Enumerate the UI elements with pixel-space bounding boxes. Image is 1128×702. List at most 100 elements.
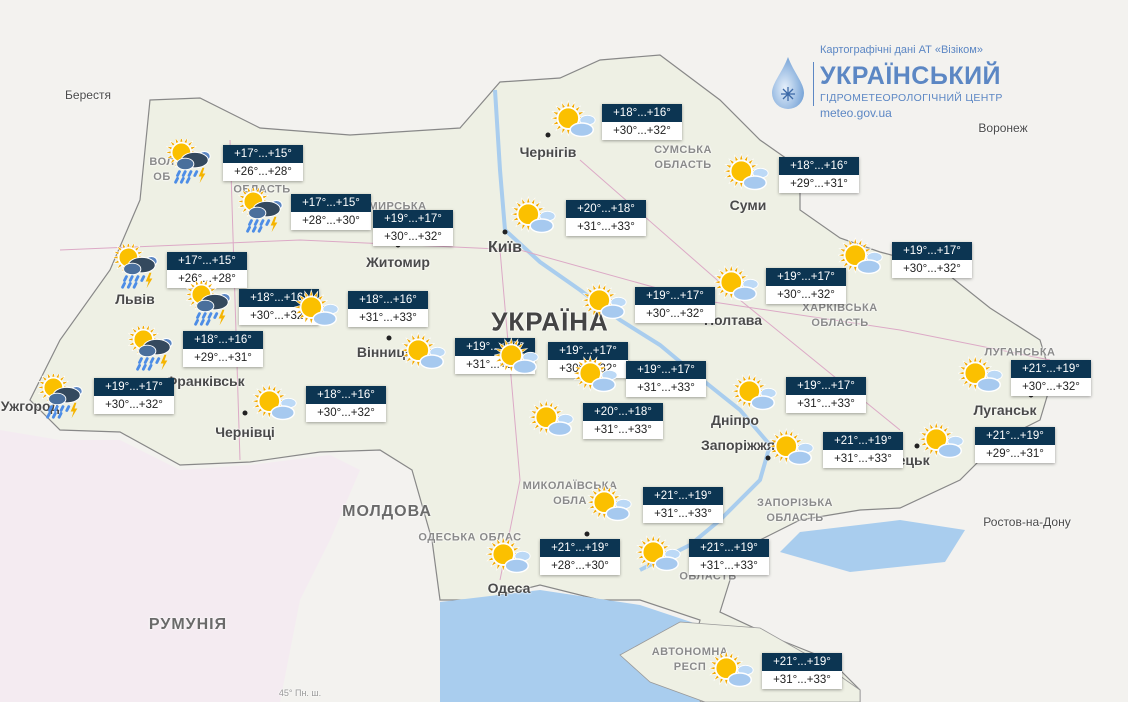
ukrhydromet-logo[interactable]: Картографічні дані АТ «Візіком» УКРАЇНСЬ… [768, 40, 1008, 130]
forecast-label[interactable]: +19°...+17°+30°...+32° [94, 378, 174, 414]
day-temperature: +30°...+32° [1011, 378, 1091, 396]
partly-cloudy-sun-icon[interactable] [917, 420, 967, 468]
night-temperature: +18°...+16° [602, 104, 682, 122]
partly-cloudy-sun-icon[interactable] [722, 152, 772, 200]
night-temperature: +18°...+16° [306, 386, 386, 404]
partly-cloudy-sun-icon[interactable] [549, 99, 599, 147]
city-label: Київ [488, 239, 522, 256]
region-label: ЗАПОРІЗЬКА ОБЛАСТЬ [756, 497, 833, 524]
forecast-label[interactable]: +21°...+19° +28°...+30° [540, 539, 620, 575]
city-label: Ужгород [0, 398, 60, 414]
forecast-label[interactable]: +19°...+17°+30°...+32° [373, 210, 453, 246]
partly-cloudy-sun-icon[interactable] [571, 354, 621, 402]
water-drop-icon [772, 57, 804, 109]
day-temperature: +29°...+31° [183, 349, 263, 367]
day-temperature: +30°...+32° [94, 396, 174, 414]
azov-sea [780, 520, 965, 572]
partly-cloudy-sun-icon[interactable] [836, 236, 886, 284]
partly-cloudy-sun-icon[interactable] [509, 195, 559, 243]
forecast-label[interactable]: +21°...+19° +31°...+33° [689, 539, 769, 575]
forecast-label[interactable]: +20°...+18° +31°...+33° [583, 403, 663, 439]
partly-cloudy-sun-icon[interactable] [634, 533, 684, 581]
forecast-label[interactable]: +19°...+17°+30°...+32° [766, 268, 846, 304]
logo-subtitle: ГІДРОМЕТЕОРОЛОГІЧНИЙ ЦЕНТР [820, 92, 1003, 104]
partly-cloudy-sun-icon[interactable] [492, 336, 542, 384]
forecast-label[interactable]: +17°...+15° +26°...+28° [223, 145, 303, 181]
forecast-label[interactable]: +18°...+16° +30°...+32° [306, 386, 386, 422]
city-label: Ростов-на-Дону [983, 515, 1071, 529]
forecast-label[interactable]: +21°...+19° +31°...+33° [762, 653, 842, 689]
partly-cloudy-sun-icon[interactable] [399, 331, 449, 379]
night-temperature: +19°...+17° [548, 342, 628, 360]
city-label: Дніпро [711, 412, 759, 428]
city-label: Луганськ [973, 402, 1037, 418]
night-temperature: +17°...+15° [291, 194, 371, 212]
region-label: АВТОНОМНА РЕСП [651, 646, 729, 673]
region-label: ОМИРСЬКА [359, 200, 427, 213]
day-temperature: +31°...+33° [762, 671, 842, 689]
forecast-label[interactable]: +19°...+17°+30°...+32° [892, 242, 972, 278]
forecast-label[interactable]: +17°...+15° +26°...+28° [167, 252, 247, 288]
forecast-label[interactable]: +21°...+19° +31°...+33° [823, 432, 903, 468]
thunderstorm-rain-icon[interactable] [236, 185, 286, 236]
forecast-label[interactable]: +18°...+16° +30°...+32° [239, 289, 319, 325]
partly-cloudy-sun-icon[interactable] [484, 535, 534, 583]
partly-cloudy-sun-icon[interactable] [730, 372, 780, 420]
day-temperature: +31°...+33° [566, 218, 646, 236]
day-temperature: +31°...+33° [348, 309, 428, 327]
city-label: Вінниця [356, 344, 414, 360]
forecast-label[interactable]: +18°...+16° +29°...+31° [183, 331, 263, 367]
night-temperature: +21°...+19° [643, 487, 723, 505]
partly-cloudy-sun-icon[interactable] [767, 427, 817, 475]
forecast-label[interactable]: +21°...+19° +30°...+32° [1011, 360, 1091, 396]
partly-cloudy-sun-icon[interactable] [580, 281, 630, 329]
day-temperature: +26°...+28° [167, 270, 247, 288]
night-temperature: +17°...+15° [167, 252, 247, 270]
country-label: РУМУНІЯ [148, 616, 228, 633]
forecast-label[interactable]: +19°...+17°+30°...+32° [635, 287, 715, 323]
forecast-label[interactable]: +20°...+18° +31°...+33° [566, 200, 646, 236]
thunderstorm-rain-icon[interactable] [164, 136, 214, 187]
forecast-label[interactable]: +18°...+16° +29°...+31° [779, 157, 859, 193]
city-label: Франківськ [165, 373, 245, 389]
night-temperature: +21°...+19° [975, 427, 1055, 445]
country-label: МОЛДОВА [342, 503, 432, 520]
forecast-label[interactable]: +19°...+17° +31°...+33° [626, 361, 706, 397]
day-temperature: +31°...+33° [786, 395, 866, 413]
forecast-label[interactable]: +18°...+16° +30°...+32° [602, 104, 682, 140]
night-temperature: +19°...+17° [635, 287, 715, 305]
forecast-label[interactable]: +19°...+17° +31°...+33° [786, 377, 866, 413]
night-temperature: +21°...+19° [540, 539, 620, 557]
thunderstorm-rain-icon[interactable] [111, 241, 161, 292]
city-dot [502, 229, 508, 235]
night-temperature: +18°...+16° [348, 291, 428, 309]
thunderstorm-rain-icon[interactable] [36, 371, 86, 422]
day-temperature: +30°...+32° [635, 305, 715, 323]
partly-cloudy-sun-icon[interactable] [707, 649, 757, 697]
partly-cloudy-sun-icon[interactable] [585, 483, 635, 531]
night-temperature: +21°...+19° [1011, 360, 1091, 378]
day-temperature: +30°...+32° [892, 260, 972, 278]
partly-cloudy-sun-icon[interactable] [527, 398, 577, 446]
thunderstorm-rain-icon[interactable] [126, 323, 176, 374]
city-dot [545, 132, 551, 138]
forecast-label[interactable]: +21°...+19° +31°...+33° [643, 487, 723, 523]
partly-cloudy-sun-icon[interactable] [712, 263, 762, 311]
forecast-label[interactable]: +21°...+19° +29°...+31° [975, 427, 1055, 463]
city-label: Житомир [366, 254, 430, 270]
night-temperature: +18°...+16° [779, 157, 859, 175]
night-temperature: +19°...+17° [626, 361, 706, 379]
forecast-label[interactable]: +18°...+16° +31°...+33° [348, 291, 428, 327]
forecast-label[interactable]: +17°...+15° +28°...+30° [291, 194, 371, 230]
day-temperature: +31°...+33° [583, 421, 663, 439]
night-temperature: +21°...+19° [689, 539, 769, 557]
thunderstorm-rain-icon[interactable] [184, 278, 234, 329]
city-dot [914, 443, 920, 449]
partly-cloudy-sun-icon[interactable] [292, 288, 342, 336]
day-temperature: +28°...+30° [291, 212, 371, 230]
logo-site-link[interactable]: meteo.gov.ua [820, 106, 892, 120]
partly-cloudy-sun-icon[interactable] [956, 354, 1006, 402]
partly-cloudy-sun-icon[interactable] [250, 382, 300, 430]
city-label: Воронеж [978, 121, 1028, 135]
logo-divider [813, 62, 814, 106]
